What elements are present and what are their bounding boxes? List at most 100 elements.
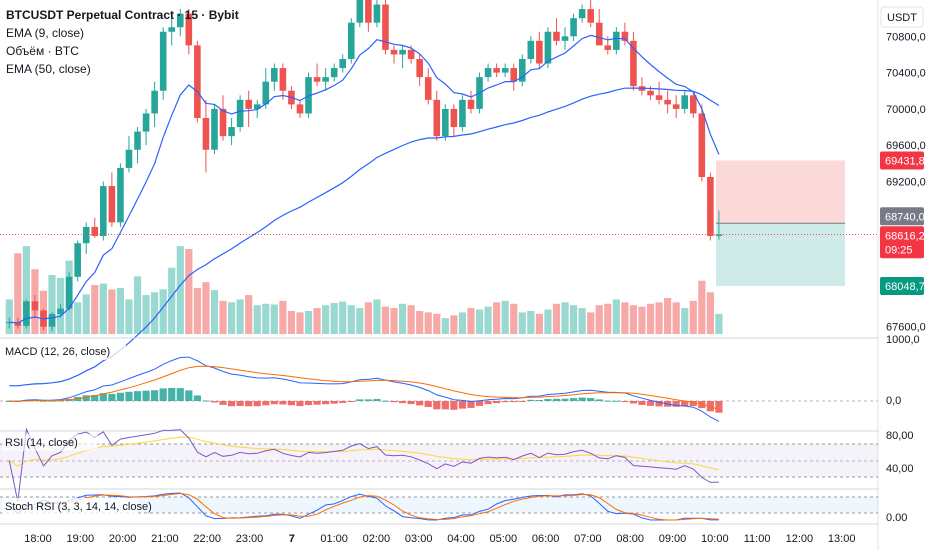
legend-volume[interactable]: Объём · BTC: [6, 44, 79, 58]
candle-body: [211, 108, 218, 150]
volume-bar: [142, 295, 150, 334]
time-tick: 11:00: [744, 533, 771, 545]
stoch-pane[interactable]: [8, 492, 719, 521]
candle-body: [698, 113, 706, 177]
time-axis[interactable]: 18:00 19:00 20:00 21:00 22:00 23:00 7 01:00 02:0…: [24, 533, 855, 545]
macd-histogram-bar: [236, 401, 244, 406]
position-tool[interactable]: [716, 160, 845, 287]
macd-histogram-bar: [5, 401, 13, 402]
macd-line: [9, 356, 720, 422]
candle-body: [424, 77, 432, 100]
volume-bar: [578, 308, 586, 334]
macd-histogram-bar: [689, 401, 697, 406]
legend-ema50[interactable]: EMA (50, close): [6, 62, 91, 76]
candle-body: [664, 99, 671, 105]
currency-button[interactable]: [880, 6, 924, 28]
volume-bar: [364, 302, 372, 334]
chart-title[interactable]: BTCUSDT Perpetual Contract · 15 · Bybit: [6, 8, 239, 22]
macd-histogram-bar: [681, 401, 689, 407]
legend-ema9[interactable]: EMA (9, close): [6, 26, 84, 40]
macd-histogram-bar: [638, 401, 646, 405]
candle-body: [245, 99, 252, 109]
macd-histogram-bar: [390, 401, 398, 403]
volume-bar: [612, 299, 620, 334]
macd-pane[interactable]: [5, 356, 723, 422]
macd-histogram-bar: [629, 401, 638, 404]
candle-body: [407, 49, 415, 59]
price-tick: 70400,0: [886, 68, 926, 80]
volume-bar: [450, 315, 458, 334]
volume-bar: [475, 309, 484, 334]
candle-body: [168, 27, 176, 32]
candle-body: [65, 276, 73, 309]
macd-histogram-bar: [39, 400, 48, 402]
volume-bar: [287, 310, 296, 334]
candle-body: [544, 31, 552, 64]
candle-body: [279, 68, 287, 91]
macd-histogram-bar: [210, 401, 219, 403]
legend-rsi[interactable]: RSI (14, close): [5, 437, 78, 449]
candle-body: [31, 301, 39, 311]
time-tick: 05:00: [490, 533, 518, 545]
volume-bar: [253, 305, 261, 334]
time-tick: 7: [289, 533, 295, 545]
volume-bar: [245, 295, 253, 334]
volume-bars: [5, 246, 723, 334]
candle-body: [604, 45, 612, 50]
time-tick: 07:00: [574, 533, 602, 545]
macd-histogram-bar: [108, 393, 116, 401]
macd-histogram-bar: [501, 401, 509, 403]
macd-histogram-bar: [168, 387, 176, 401]
volume-bar: [116, 287, 125, 334]
price-axis[interactable]: [879, 0, 932, 550]
candle-body: [715, 234, 723, 236]
time-tick: 08:00: [616, 533, 644, 545]
volume-bar: [544, 309, 552, 334]
time-tick: 04:00: [447, 533, 475, 545]
price-tick: 69600,0: [886, 140, 926, 152]
macd-histogram-bar: [544, 398, 552, 401]
volume-bar: [527, 310, 535, 334]
candle-body: [91, 226, 99, 236]
macd-histogram-bar: [48, 400, 56, 402]
volume-bar: [14, 253, 22, 334]
macd-histogram-bar: [219, 401, 227, 405]
macd-histogram-bar: [433, 401, 441, 410]
volume-bar: [330, 303, 338, 334]
volume-bar: [74, 302, 82, 334]
macd-histogram-bar: [56, 400, 65, 402]
candle-body: [390, 49, 398, 55]
macd-histogram-bar: [270, 401, 278, 405]
macd-histogram-bar: [424, 401, 432, 408]
volume-bar: [484, 306, 492, 334]
macd-histogram-bar: [330, 401, 338, 404]
volume-bar: [108, 289, 116, 334]
volume-bar: [168, 267, 176, 334]
legend-stoch-rsi[interactable]: Stoch RSI (3, 3, 14, 14, close): [5, 501, 152, 513]
legend-macd[interactable]: MACD (12, 26, close): [5, 346, 110, 358]
volume-bar: [646, 303, 655, 334]
volume-bar: [219, 300, 227, 334]
candle-body: [202, 117, 210, 150]
volume-bar: [621, 302, 629, 334]
macd-histogram-bar: [398, 401, 407, 404]
macd-histogram-bar: [313, 401, 321, 405]
candle-body: [151, 90, 158, 114]
macd-histogram-bar: [185, 390, 193, 401]
macd-histogram-bar: [296, 401, 304, 407]
candle-body: [185, 13, 193, 46]
candle-body: [271, 68, 278, 82]
rsi-pane[interactable]: [8, 427, 720, 502]
candle-body: [382, 4, 389, 50]
volume-bar: [373, 299, 381, 334]
target-price-label-bg: [880, 277, 924, 296]
volume-bar: [398, 303, 407, 334]
candle-body: [442, 108, 449, 137]
candle-body: [14, 322, 22, 326]
volume-bar: [296, 312, 304, 334]
volume-bar: [595, 305, 603, 334]
macd-histogram-bar: [527, 399, 535, 401]
volume-bar: [715, 313, 723, 334]
volume-bar: [176, 246, 184, 334]
